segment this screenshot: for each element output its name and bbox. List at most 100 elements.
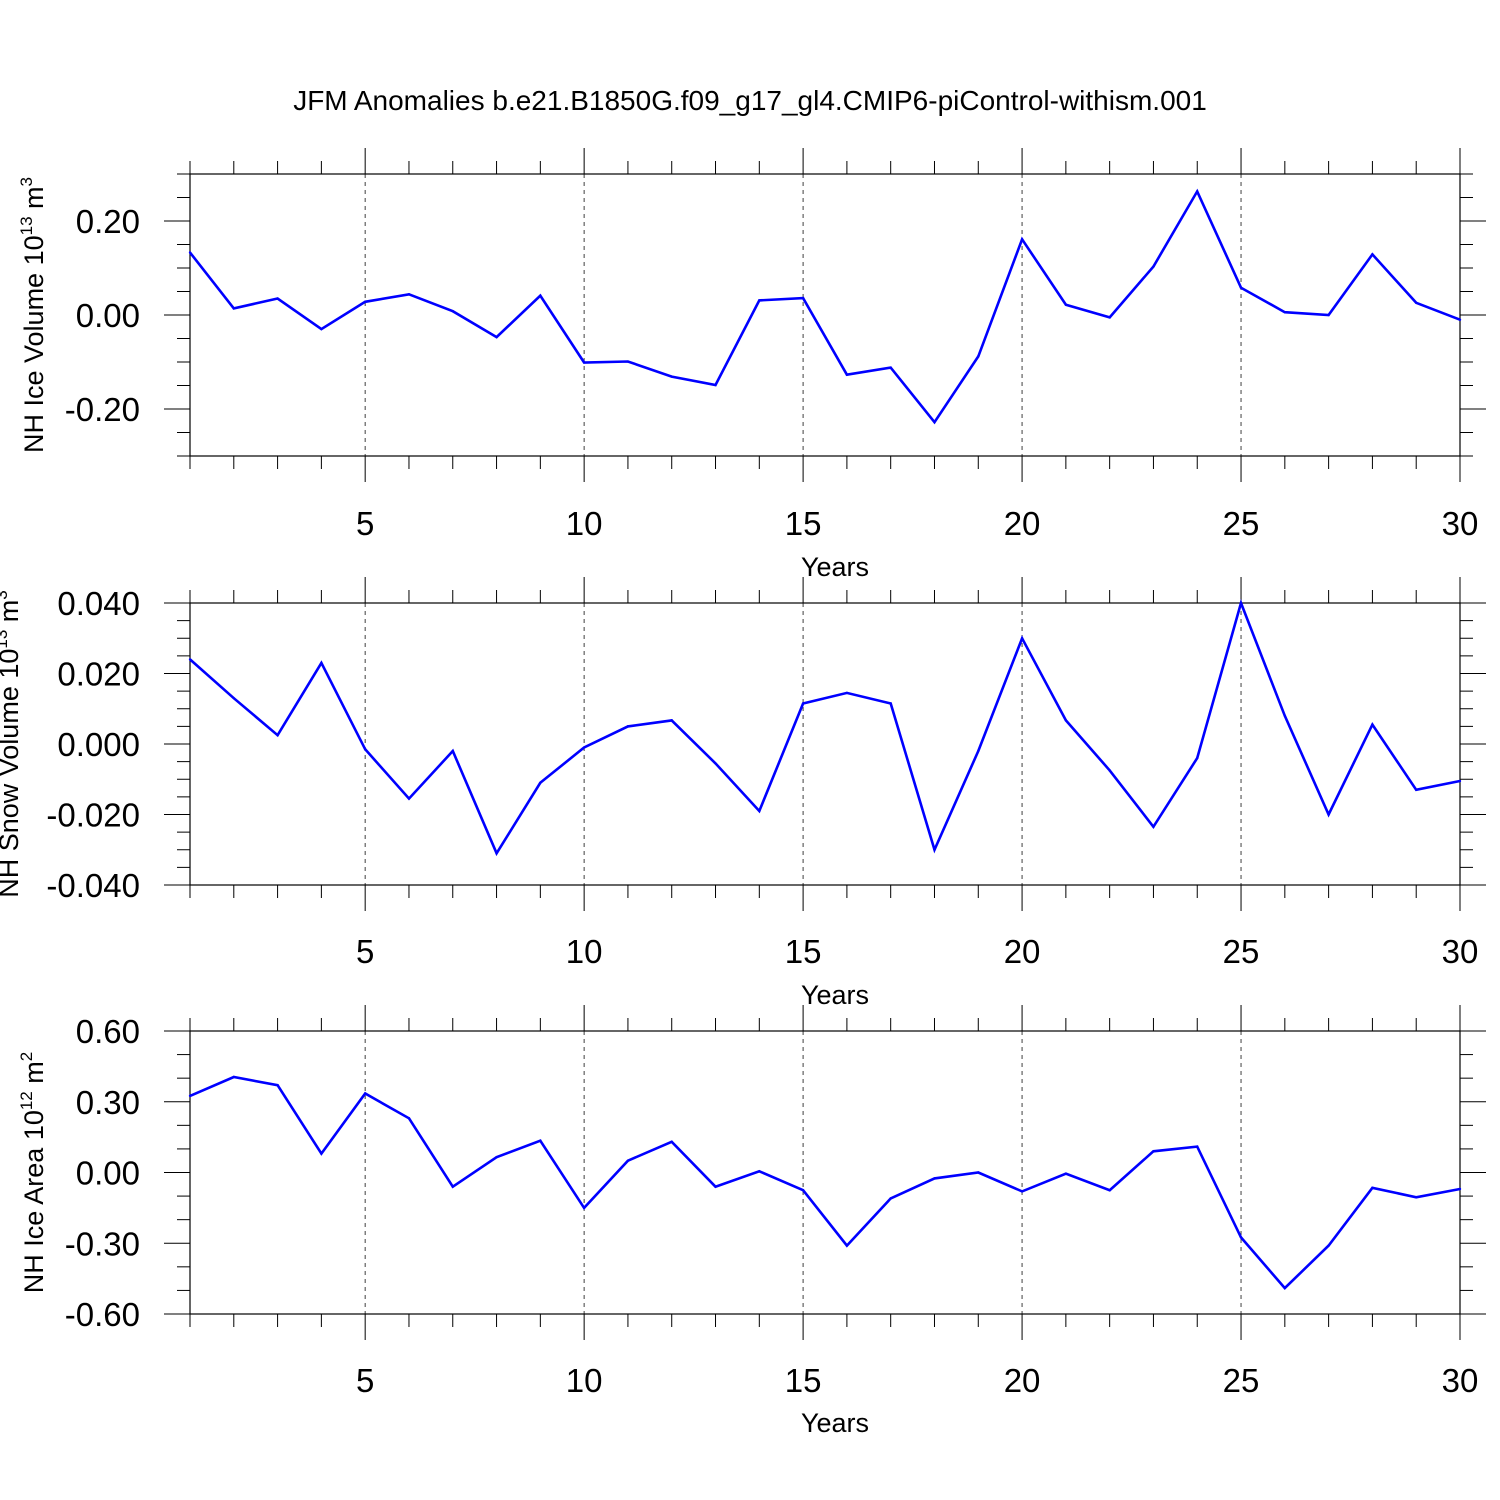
data-point — [407, 293, 411, 296]
x-tick-label: 20 — [1004, 933, 1041, 970]
data-point — [1327, 813, 1330, 816]
data-point — [801, 1188, 805, 1192]
data-point — [1152, 1150, 1155, 1153]
x-tick-label: 10 — [566, 505, 603, 542]
y-tick-label: 0.60 — [76, 1013, 140, 1050]
data-point — [582, 361, 586, 364]
data-point — [363, 748, 367, 751]
data-point — [977, 1171, 980, 1174]
y-axis-title-unit-exponent: 3 — [0, 590, 11, 599]
data-point — [933, 420, 936, 424]
x-tick-label: 15 — [785, 505, 822, 542]
data-point — [320, 327, 323, 331]
data-point — [188, 658, 192, 661]
plot-frame — [189, 173, 1461, 457]
x-tick-label: 25 — [1223, 505, 1260, 542]
data-point — [407, 797, 411, 800]
data-point — [320, 661, 323, 665]
series-line — [189, 598, 1461, 857]
y-tick-label: 0.000 — [57, 726, 140, 763]
x-tick-label: 5 — [356, 505, 374, 542]
data-point — [626, 360, 630, 363]
data-point — [539, 294, 542, 297]
plot-panel-2: -0.040 -0.020 0.000 0.020 0.040 5 10 15 20 25 30 Ye… — [0, 577, 1486, 1010]
data-point — [758, 299, 761, 302]
data-point — [1283, 1286, 1287, 1290]
y-tick-label: 0.30 — [76, 1084, 140, 1121]
data-point — [539, 781, 542, 784]
figure-title: JFM Anomalies b.e21.B1850G.f09_g17_gl4.C… — [293, 85, 1207, 116]
y-axis-title-unit-exponent: 2 — [17, 1052, 36, 1061]
data-point — [451, 749, 454, 753]
data-point — [1371, 723, 1374, 726]
data-point — [276, 1084, 279, 1087]
y-tick-label: 0.00 — [76, 1155, 140, 1192]
x-tick-label: 5 — [356, 933, 374, 970]
data-point — [232, 696, 235, 700]
x-tick-label: 10 — [566, 1362, 603, 1399]
y-axis-title-unit-exponent: 3 — [17, 177, 36, 186]
data-point — [801, 702, 805, 705]
data-point — [1020, 238, 1024, 241]
x-axis-title: Years — [801, 980, 869, 1010]
x-tick-label: 30 — [1442, 505, 1479, 542]
y-axis-title-text: NH Snow Volume 10 — [0, 649, 24, 898]
data-point — [582, 746, 586, 749]
data-point — [1415, 788, 1418, 792]
data-point — [1327, 1244, 1330, 1247]
data-point — [626, 725, 630, 728]
data-point — [1152, 825, 1155, 829]
data-point — [1064, 719, 1068, 722]
data-point — [232, 307, 235, 310]
data-point — [670, 1140, 673, 1144]
x-tick-label: 20 — [1004, 505, 1041, 542]
data-point — [1283, 310, 1287, 314]
data-point — [933, 1177, 936, 1180]
data-point — [1108, 1188, 1111, 1192]
x-tick-label: 15 — [785, 933, 822, 970]
x-tick-label: 25 — [1223, 933, 1260, 970]
data-point — [626, 1159, 630, 1162]
y-axis-title-unit: m — [19, 186, 49, 216]
y-axis-title: NH Ice Area 1012 m2 — [17, 1052, 49, 1293]
data-point — [539, 1139, 542, 1142]
data-point — [495, 1155, 498, 1159]
data-point — [407, 1117, 411, 1120]
y-tick-label: -0.30 — [65, 1225, 140, 1262]
data-point — [977, 355, 980, 358]
data-point — [276, 733, 279, 737]
x-axis-title: Years — [801, 552, 869, 582]
y-axis-title-exponent: 12 — [17, 1091, 36, 1110]
y-axis-title: NH Ice Volume 1013 m3 — [17, 177, 49, 453]
series-line — [188, 188, 1461, 425]
series-line — [189, 1075, 1461, 1290]
data-point — [714, 762, 717, 765]
x-axis-title: Years — [801, 1408, 869, 1438]
data-point — [1020, 637, 1024, 640]
data-point — [188, 251, 192, 254]
y-axis-title-text: NH Ice Volume 10 — [19, 235, 49, 453]
data-point — [670, 719, 673, 722]
y-tick-label: -0.60 — [65, 1296, 140, 1333]
data-point — [889, 1197, 892, 1200]
data-point — [1108, 769, 1111, 772]
data-point — [1371, 1186, 1374, 1190]
data-point — [714, 383, 717, 387]
data-point — [1020, 1190, 1024, 1193]
data-point — [758, 1170, 761, 1173]
data-point — [889, 702, 892, 705]
data-point — [1283, 714, 1287, 717]
data-point — [1064, 303, 1068, 306]
data-point — [933, 848, 936, 851]
y-tick-label: -0.020 — [46, 797, 140, 834]
data-point — [1196, 756, 1199, 760]
y-tick-label: 0.020 — [57, 656, 140, 693]
x-tick-label: 30 — [1442, 933, 1479, 970]
data-point — [1064, 1172, 1068, 1175]
data-point — [1108, 316, 1111, 319]
data-point — [845, 373, 849, 376]
data-point — [1458, 1187, 1462, 1191]
data-point — [714, 1185, 717, 1188]
y-axis-title-exponent: 13 — [17, 216, 36, 235]
